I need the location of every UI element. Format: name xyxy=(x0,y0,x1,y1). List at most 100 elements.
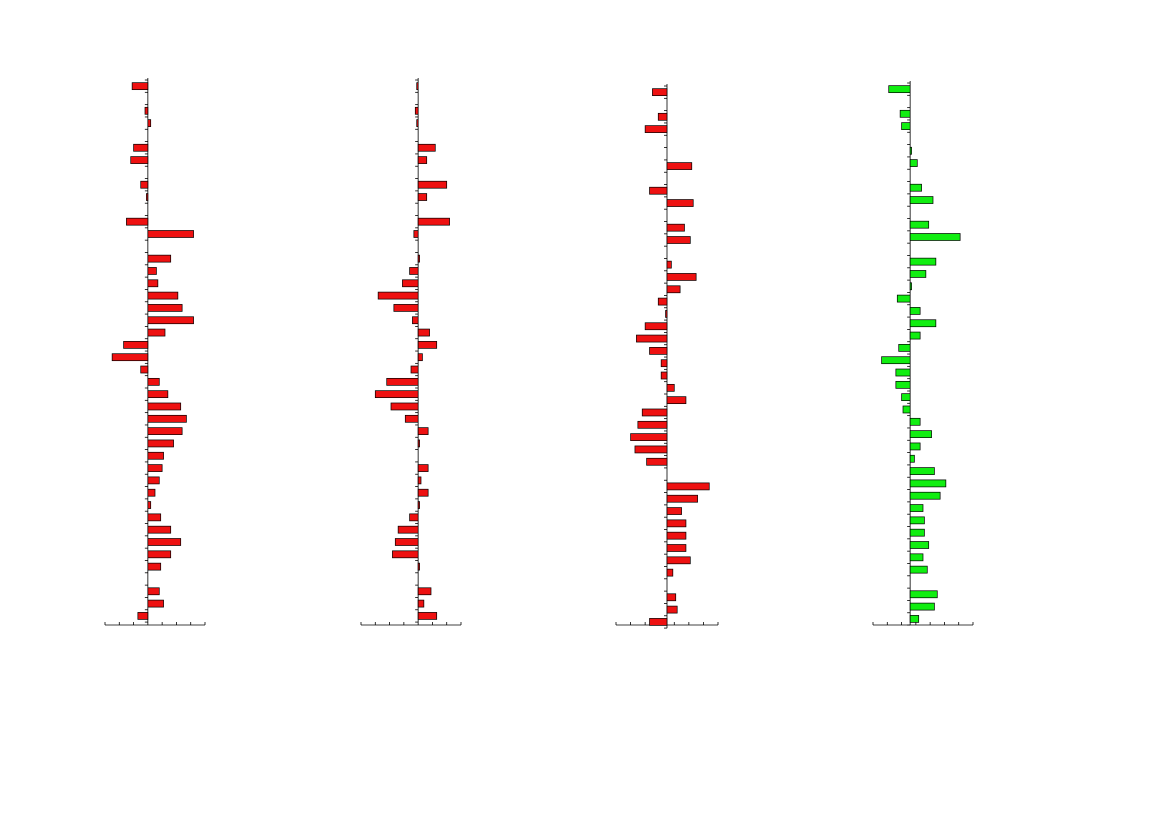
bar xyxy=(909,516,925,525)
bar xyxy=(660,371,668,380)
bar xyxy=(657,297,668,306)
bar xyxy=(909,196,934,204)
bar xyxy=(417,193,428,201)
bar xyxy=(417,254,420,263)
bar xyxy=(416,119,419,127)
bar xyxy=(899,109,911,118)
bar xyxy=(909,442,921,451)
bar xyxy=(909,417,921,426)
bar xyxy=(147,488,156,497)
bar xyxy=(909,282,912,291)
bar xyxy=(909,307,921,315)
bar xyxy=(377,291,419,300)
bar xyxy=(147,427,183,435)
bar xyxy=(417,612,438,620)
bar xyxy=(147,501,152,509)
bar xyxy=(130,156,149,164)
bar xyxy=(147,328,166,337)
bar xyxy=(666,519,687,528)
bar xyxy=(147,464,163,472)
bar xyxy=(413,230,419,238)
bar xyxy=(660,359,668,368)
bar xyxy=(641,408,668,417)
bar xyxy=(666,556,691,565)
bar xyxy=(646,457,668,466)
bar xyxy=(909,220,930,229)
bar xyxy=(390,402,419,411)
bar xyxy=(147,550,172,559)
bar xyxy=(417,488,429,497)
bar xyxy=(417,562,420,571)
bar xyxy=(896,294,911,303)
bar xyxy=(146,193,149,201)
bar xyxy=(644,322,668,331)
bar xyxy=(909,541,930,549)
bar xyxy=(649,618,668,626)
bar xyxy=(417,217,450,226)
bar xyxy=(909,454,915,463)
bar xyxy=(666,273,697,281)
bar xyxy=(147,316,194,325)
bar xyxy=(147,538,182,546)
bar xyxy=(902,405,911,414)
bar xyxy=(133,143,149,152)
bar xyxy=(147,267,157,275)
bar xyxy=(147,279,159,288)
bar xyxy=(410,365,419,374)
bar xyxy=(898,344,911,352)
bar xyxy=(666,605,678,614)
bar xyxy=(417,427,429,435)
bar xyxy=(131,82,149,91)
bar xyxy=(666,199,694,207)
bar xyxy=(909,590,938,599)
bar xyxy=(909,319,937,328)
bar xyxy=(909,233,961,241)
bar xyxy=(417,156,428,164)
bar xyxy=(909,257,937,266)
bar xyxy=(140,365,149,374)
bar xyxy=(666,383,675,392)
bar xyxy=(649,347,668,355)
bar xyxy=(895,368,911,377)
bar xyxy=(417,439,420,448)
bar xyxy=(417,464,429,472)
bar xyxy=(414,106,419,115)
bar xyxy=(147,439,174,448)
bar xyxy=(147,291,179,300)
bar xyxy=(392,550,419,559)
bar xyxy=(666,593,677,602)
bar xyxy=(147,525,172,534)
bar xyxy=(666,531,687,540)
bar xyxy=(397,525,419,534)
bar xyxy=(666,482,710,491)
bar xyxy=(417,180,448,189)
bar xyxy=(417,328,430,337)
bar xyxy=(147,377,160,386)
bar xyxy=(901,393,911,402)
bar xyxy=(126,217,149,226)
bar xyxy=(666,236,691,244)
bar xyxy=(666,260,672,269)
bar xyxy=(374,390,419,399)
bar xyxy=(666,396,687,405)
bar xyxy=(417,587,432,596)
bar xyxy=(666,544,687,552)
bar xyxy=(417,143,436,152)
bar xyxy=(666,568,674,577)
bar xyxy=(147,402,182,411)
bar xyxy=(888,85,911,94)
bar xyxy=(147,451,164,460)
bar xyxy=(404,414,419,423)
bar xyxy=(901,122,911,130)
bar xyxy=(147,587,160,596)
bar xyxy=(386,377,419,386)
bar xyxy=(895,380,911,389)
bar xyxy=(909,565,928,574)
bar xyxy=(909,504,924,512)
bar xyxy=(636,334,668,343)
bar xyxy=(417,501,420,509)
bar xyxy=(666,223,685,232)
bar xyxy=(666,285,681,294)
bar xyxy=(137,612,149,620)
